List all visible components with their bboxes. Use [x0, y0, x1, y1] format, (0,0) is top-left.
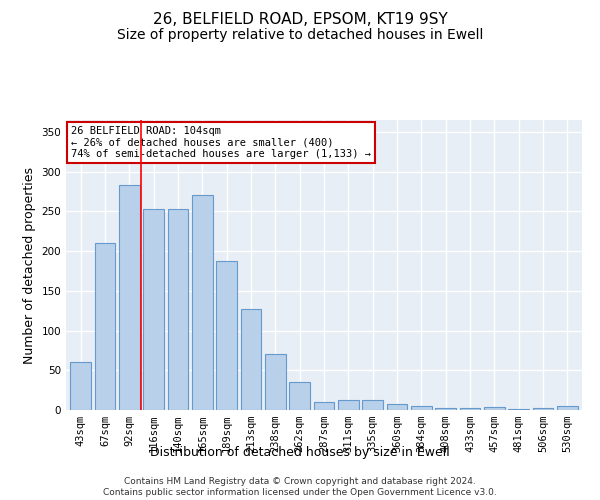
Bar — [265, 354, 286, 410]
Bar — [436, 408, 456, 410]
Bar — [533, 408, 553, 410]
Bar — [557, 406, 578, 410]
Bar — [508, 409, 529, 410]
Bar — [216, 260, 237, 410]
Bar — [314, 402, 334, 410]
Bar — [338, 400, 359, 410]
Bar — [167, 209, 188, 410]
Bar — [460, 408, 481, 410]
Bar — [192, 196, 212, 410]
Bar — [241, 309, 262, 410]
Bar — [119, 185, 140, 410]
Y-axis label: Number of detached properties: Number of detached properties — [23, 166, 36, 364]
Bar — [95, 243, 115, 410]
Text: 26 BELFIELD ROAD: 104sqm
← 26% of detached houses are smaller (400)
74% of semi-: 26 BELFIELD ROAD: 104sqm ← 26% of detach… — [71, 126, 371, 159]
Text: 26, BELFIELD ROAD, EPSOM, KT19 9SY: 26, BELFIELD ROAD, EPSOM, KT19 9SY — [152, 12, 448, 28]
Text: Size of property relative to detached houses in Ewell: Size of property relative to detached ho… — [117, 28, 483, 42]
Bar — [484, 407, 505, 410]
Bar — [143, 209, 164, 410]
Bar — [289, 382, 310, 410]
Bar — [70, 362, 91, 410]
Bar — [386, 404, 407, 410]
Text: Contains HM Land Registry data © Crown copyright and database right 2024.
Contai: Contains HM Land Registry data © Crown c… — [103, 478, 497, 497]
Text: Distribution of detached houses by size in Ewell: Distribution of detached houses by size … — [150, 446, 450, 459]
Bar — [411, 406, 432, 410]
Bar — [362, 400, 383, 410]
